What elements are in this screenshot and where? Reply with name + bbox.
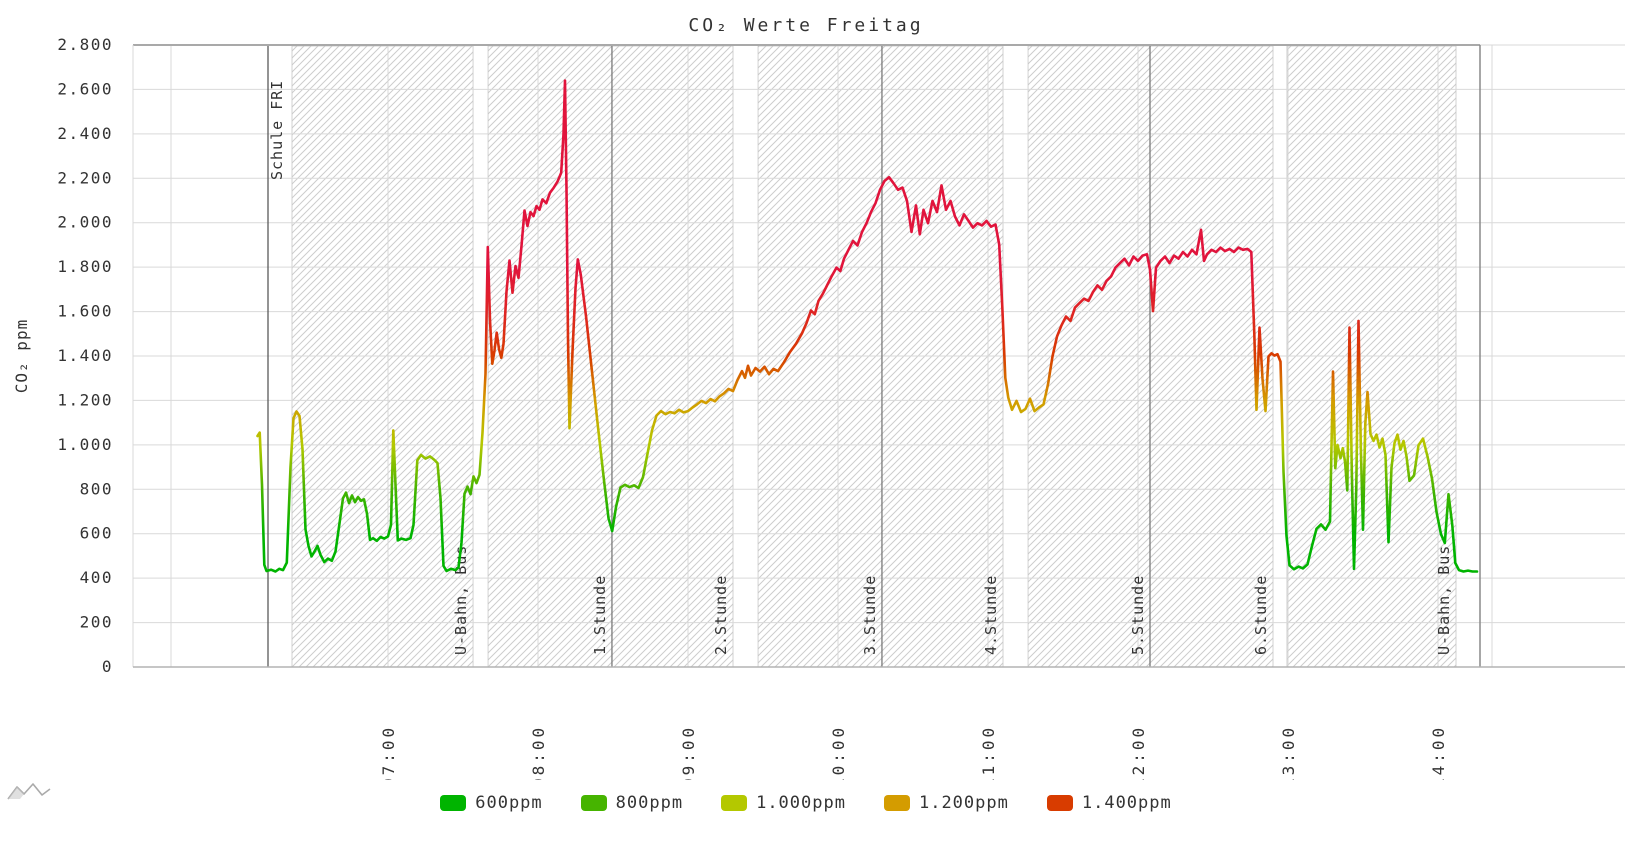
y-tick-label: 2.800 — [57, 35, 113, 54]
y-tick-label: 2.400 — [57, 124, 113, 143]
legend-label: 1.200ppm — [918, 793, 1009, 813]
y-tick-label: 1.000 — [57, 435, 113, 454]
legend-swatch — [580, 795, 607, 811]
x-tick-label: 07:00 — [379, 725, 398, 780]
plot-band-labels: U-Bahn, Bus 1.Stunde 2.Stunde 3.Stunde 4.Stu… — [268, 80, 1453, 655]
x-tick-label: 14:00 — [1429, 725, 1448, 780]
y-tick-label: 400 — [80, 568, 113, 587]
chart-legend: 600ppm 800ppm 1.000ppm 1.200ppm 1.400ppm — [0, 793, 1612, 813]
y-tick-label: 200 — [80, 613, 113, 632]
plot-band-label: 6.Stunde — [1252, 575, 1270, 655]
co2-line-chart: U-Bahn, Bus 1.Stunde 2.Stunde 3.Stunde 4.Stu… — [12, 15, 1625, 780]
y-tick-label: 2.200 — [57, 168, 113, 187]
y-axis-title: CO₂ ppm — [12, 319, 31, 393]
co2-series-path — [256, 79, 1479, 573]
y-tick-label: 0 — [102, 657, 113, 676]
y-tick-label: 1.800 — [57, 257, 113, 276]
legend-item-800ppm[interactable]: 800ppm — [580, 793, 684, 813]
legend-label: 800ppm — [615, 793, 684, 813]
plot-band-label: 1.Stunde — [591, 575, 609, 655]
chart-watermark-logo[interactable] — [6, 782, 52, 802]
legend-item-1200ppm[interactable]: 1.200ppm — [883, 793, 1009, 813]
legend-label: 1.400ppm — [1081, 793, 1172, 813]
legend-item-1000ppm[interactable]: 1.000ppm — [721, 793, 846, 813]
x-tick-label: 10:00 — [829, 725, 848, 780]
legend-label: 1.000ppm — [756, 793, 846, 813]
axis-tick-labels: 0 200 400 600 800 1.000 1.200 1.400 1.600 1.800 2.… — [57, 35, 1448, 780]
legend-label: 600ppm — [475, 793, 543, 813]
plot-borders — [132, 44, 1625, 668]
x-tick-label: 11:00 — [979, 725, 998, 780]
data-series-line — [256, 79, 1479, 573]
plot-band-label: U-Bahn, Bus — [1435, 545, 1453, 655]
x-tick-label: 09:00 — [679, 725, 698, 780]
y-tick-label: 1.600 — [57, 302, 113, 321]
legend-swatch — [1046, 795, 1073, 811]
legend-swatch — [440, 795, 467, 811]
x-tick-label: 08:00 — [529, 725, 548, 780]
y-tick-label: 1.200 — [57, 390, 113, 409]
chart-title: CO₂ Werte Freitag — [688, 15, 923, 36]
plot-band-label: 3.Stunde — [861, 575, 879, 655]
plot-band-label: 4.Stunde — [982, 575, 1000, 655]
y-tick-label: 1.400 — [57, 346, 113, 365]
plot-band-label: 5.Stunde — [1129, 575, 1147, 655]
y-tick-label: 600 — [80, 524, 113, 543]
x-tick-label: 13:00 — [1279, 725, 1298, 780]
legend-swatch — [883, 795, 910, 811]
event-line-label: Schule FRI — [268, 80, 286, 180]
y-tick-label: 800 — [80, 479, 113, 498]
plot-band-label: U-Bahn, Bus — [452, 545, 470, 655]
legend-swatch — [721, 795, 748, 811]
x-tick-label: 12:00 — [1129, 725, 1148, 780]
y-tick-label: 2.000 — [57, 213, 113, 232]
y-tick-label: 2.600 — [57, 79, 113, 98]
legend-item-600ppm[interactable]: 600ppm — [440, 793, 542, 813]
plot-band-label: 2.Stunde — [712, 575, 730, 655]
legend-item-1400ppm[interactable]: 1.400ppm — [1046, 793, 1172, 813]
